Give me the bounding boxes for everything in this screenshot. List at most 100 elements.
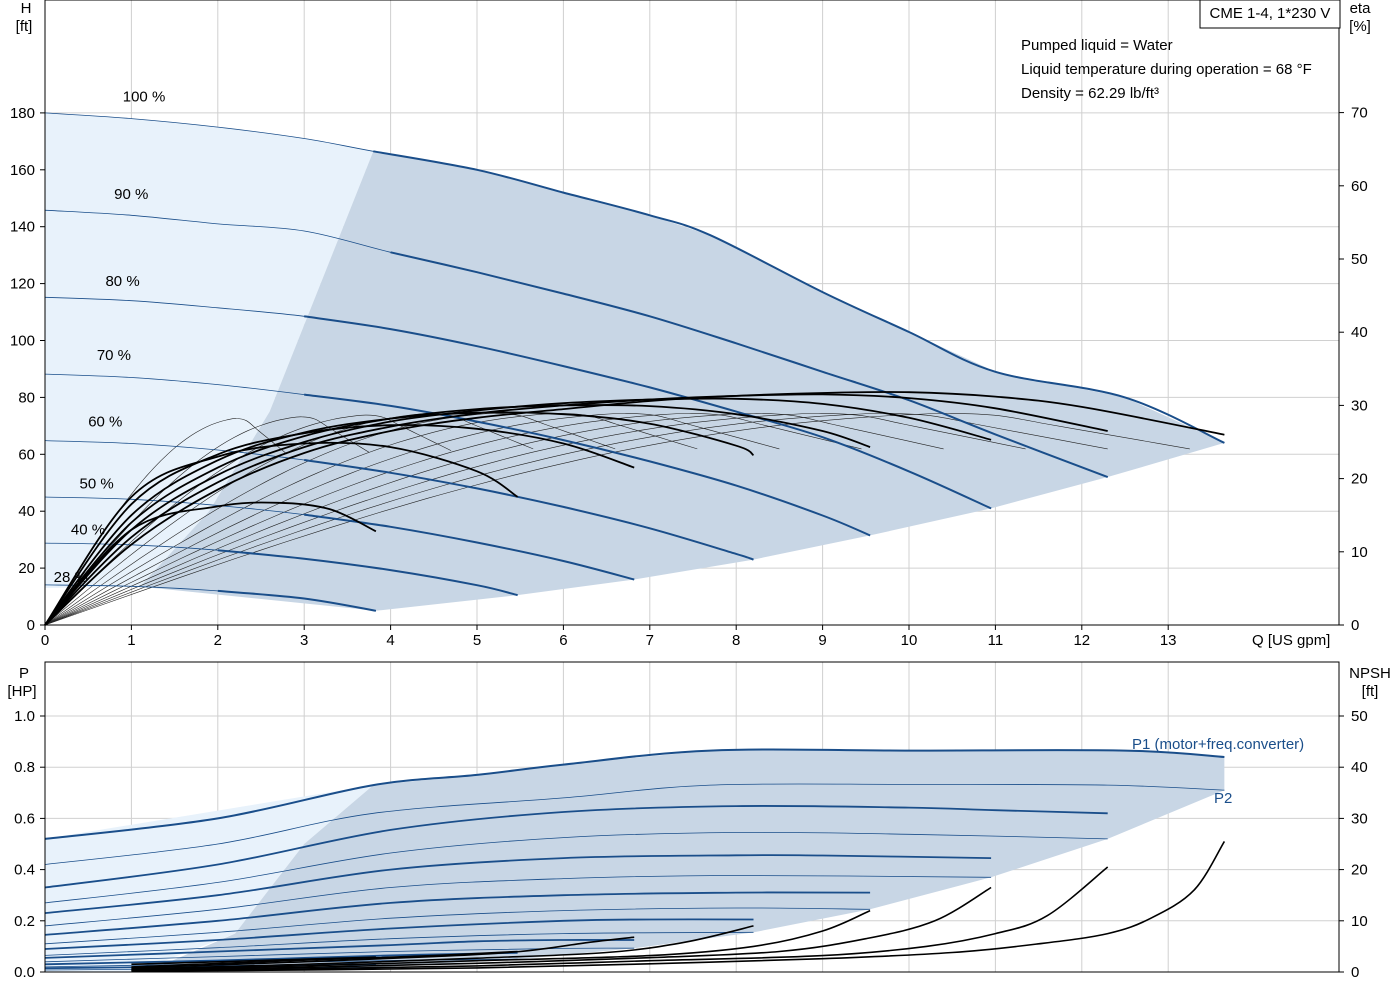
- q-axis-label: Q [US gpm]: [1252, 632, 1330, 649]
- speed-label: 90 %: [114, 186, 148, 203]
- p-tick-label: 1.0: [14, 708, 35, 725]
- h-tick-label: 0: [27, 617, 35, 634]
- p-tick-label: 0.2: [14, 913, 35, 930]
- p1-curve: [44, 805, 1108, 889]
- p2-curve: [44, 947, 635, 963]
- x-tick-label: 13: [1160, 632, 1177, 649]
- x-tick-label: 8: [732, 632, 740, 649]
- efficiency-iso-line: [44, 413, 1026, 626]
- npsh-curve: [131, 956, 376, 966]
- eta-tick-label: 0: [1351, 617, 1359, 634]
- top-plot-frame: [44, 0, 1340, 626]
- density-label: Density = 62.29 lb/ft³: [1021, 85, 1159, 102]
- efficiency-curve: [44, 424, 635, 626]
- p-tick-label: 0.8: [14, 759, 35, 776]
- h-axis-name: H: [21, 0, 32, 17]
- bottom-plot-frame: [44, 661, 1340, 973]
- p2-curve: [44, 875, 992, 927]
- npsh-curve: [131, 840, 1226, 972]
- speed-curve: [217, 549, 518, 597]
- speed-curve: [304, 315, 992, 510]
- efficiency-iso-line: [44, 413, 944, 626]
- efficiency-curve: [44, 501, 377, 626]
- h-tick-label: 40: [18, 503, 35, 520]
- eta-tick-label: 70: [1351, 105, 1368, 122]
- eta-tick-label: 60: [1351, 178, 1368, 195]
- eta-tick-label: 40: [1351, 324, 1368, 341]
- x-tick-label: 6: [559, 632, 567, 649]
- npsh-tick-label: 30: [1351, 810, 1368, 827]
- x-tick-label: 2: [214, 632, 222, 649]
- eta-tick-label: 30: [1351, 397, 1368, 414]
- liquid-label: Pumped liquid = Water: [1021, 37, 1173, 54]
- x-tick-label: 1: [127, 632, 135, 649]
- eta-axis-name: eta: [1350, 0, 1372, 17]
- speed-label: 100 %: [123, 89, 166, 106]
- speed-curve: [217, 589, 377, 612]
- h-tick-label: 120: [10, 276, 35, 293]
- h-tick-label: 80: [18, 389, 35, 406]
- eta-axis-unit: [%]: [1349, 18, 1371, 35]
- npsh-tick-label: 40: [1351, 759, 1368, 776]
- speed-label: 60 %: [88, 413, 122, 430]
- p-tick-label: 0.4: [14, 862, 35, 879]
- eta-tick-label: 50: [1351, 251, 1368, 268]
- light-region-bottom: [45, 785, 374, 972]
- x-tick-label: 12: [1073, 632, 1090, 649]
- temperature-label: Liquid temperature during operation = 68…: [1021, 61, 1312, 78]
- efficiency-iso-line: [44, 413, 862, 626]
- x-tick-label: 0: [41, 632, 49, 649]
- h-tick-label: 140: [10, 219, 35, 236]
- p2-curve: [44, 783, 1225, 865]
- npsh-curve: [131, 866, 1109, 972]
- speed-label: 50 %: [80, 475, 114, 492]
- p-axis-unit: [HP]: [7, 683, 36, 700]
- x-tick-label: 11: [988, 632, 1004, 649]
- model-box: [1199, 0, 1341, 29]
- speed-label: 40 %: [71, 522, 105, 539]
- npsh-tick-label: 0: [1351, 964, 1359, 981]
- p1-curve: [44, 891, 871, 936]
- speed-label: 80 %: [105, 273, 139, 290]
- x-tick-label: 3: [300, 632, 308, 649]
- curve-group: 100 %90 %80 %70 %60 %50 %40 %28 %: [44, 89, 1226, 972]
- efficiency-iso-line: [44, 413, 1108, 626]
- p2-label: P2: [1214, 790, 1232, 807]
- p2-curve: [44, 907, 871, 945]
- efficiency-curve: [44, 404, 871, 626]
- speed-curve: [304, 459, 754, 561]
- npsh-curve: [131, 936, 635, 969]
- speed-label: 70 %: [97, 347, 131, 364]
- p-tick-label: 0.0: [14, 964, 35, 981]
- h-axis-unit: [ft]: [16, 18, 33, 35]
- h-tick-label: 160: [10, 162, 35, 179]
- operating-regions: [45, 112, 1225, 972]
- x-tick-label: 4: [386, 632, 394, 649]
- p-tick-label: 0.6: [14, 810, 35, 827]
- x-tick-label: 5: [473, 632, 481, 649]
- speed-curve: [390, 251, 1109, 479]
- npsh-curve: [131, 925, 754, 970]
- dark-region-bottom: [148, 750, 1225, 971]
- h-tick-label: 180: [10, 105, 35, 122]
- p1-label: P1 (motor+freq.converter): [1132, 736, 1304, 753]
- npsh-tick-label: 20: [1351, 862, 1368, 879]
- h-tick-label: 100: [10, 333, 35, 350]
- npsh-axis-name: NPSH: [1349, 665, 1391, 682]
- p-axis-name: P: [19, 665, 29, 682]
- p1-curve: [44, 939, 635, 959]
- x-tick-label: 7: [646, 632, 654, 649]
- x-tick-label: 10: [901, 632, 918, 649]
- tick-labels: 0 1 2 3 4 5 6 7 8 9 10 11 12 130204060801001201401601…: [10, 105, 1368, 981]
- efficiency-curve: [44, 441, 519, 626]
- speed-curve: [304, 393, 871, 537]
- npsh-tick-label: 50: [1351, 708, 1368, 725]
- eta-tick-label: 20: [1351, 471, 1368, 488]
- npsh-tick-label: 10: [1351, 913, 1368, 930]
- efficiency-iso-line: [44, 413, 616, 626]
- model-label: CME 1-4, 1*230 V: [1210, 5, 1331, 22]
- npsh-curve: [131, 886, 992, 971]
- npsh-axis-unit: [ft]: [1362, 683, 1379, 700]
- eta-tick-label: 10: [1351, 544, 1368, 561]
